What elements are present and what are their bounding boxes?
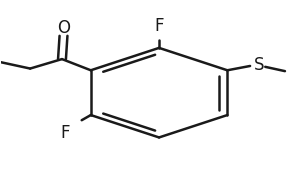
Text: F: F [154,17,164,35]
Text: F: F [60,124,70,142]
Text: S: S [254,56,264,74]
Text: O: O [57,19,70,37]
